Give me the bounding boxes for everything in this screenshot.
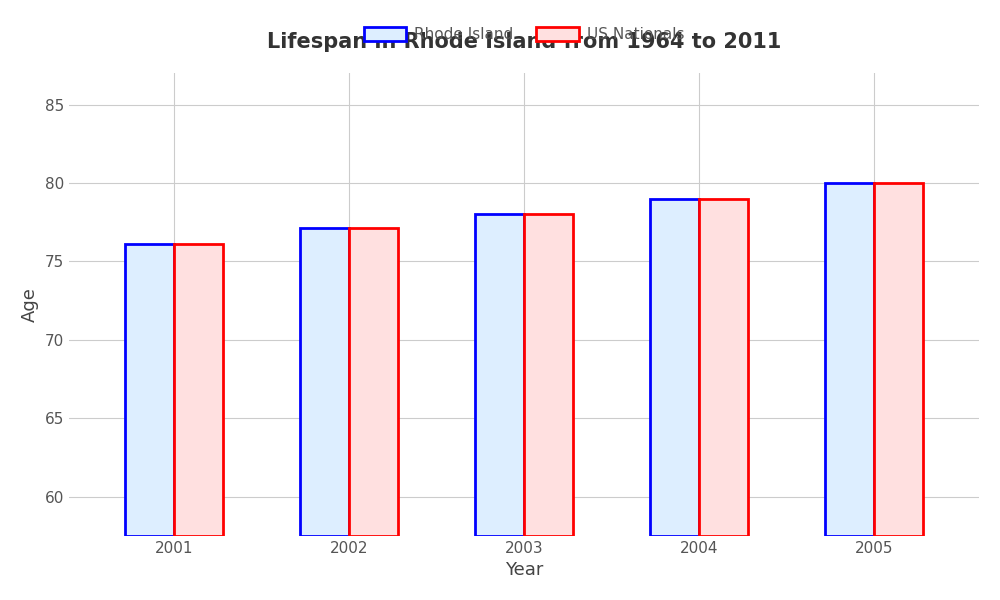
Bar [349, 229, 398, 536]
Bar [825, 183, 874, 536]
Bar [475, 214, 524, 536]
Bar [125, 244, 174, 536]
Bar [874, 183, 923, 536]
X-axis label: Year: Year [505, 561, 543, 579]
Bar [650, 199, 699, 536]
Bar [174, 244, 223, 536]
Y-axis label: Age: Age [21, 287, 39, 322]
Bar [524, 214, 573, 536]
Title: Lifespan in Rhode Island from 1964 to 2011: Lifespan in Rhode Island from 1964 to 20… [267, 32, 781, 52]
Legend: Rhode Island, US Nationals: Rhode Island, US Nationals [358, 21, 690, 48]
Bar [699, 199, 748, 536]
Bar [300, 229, 349, 536]
